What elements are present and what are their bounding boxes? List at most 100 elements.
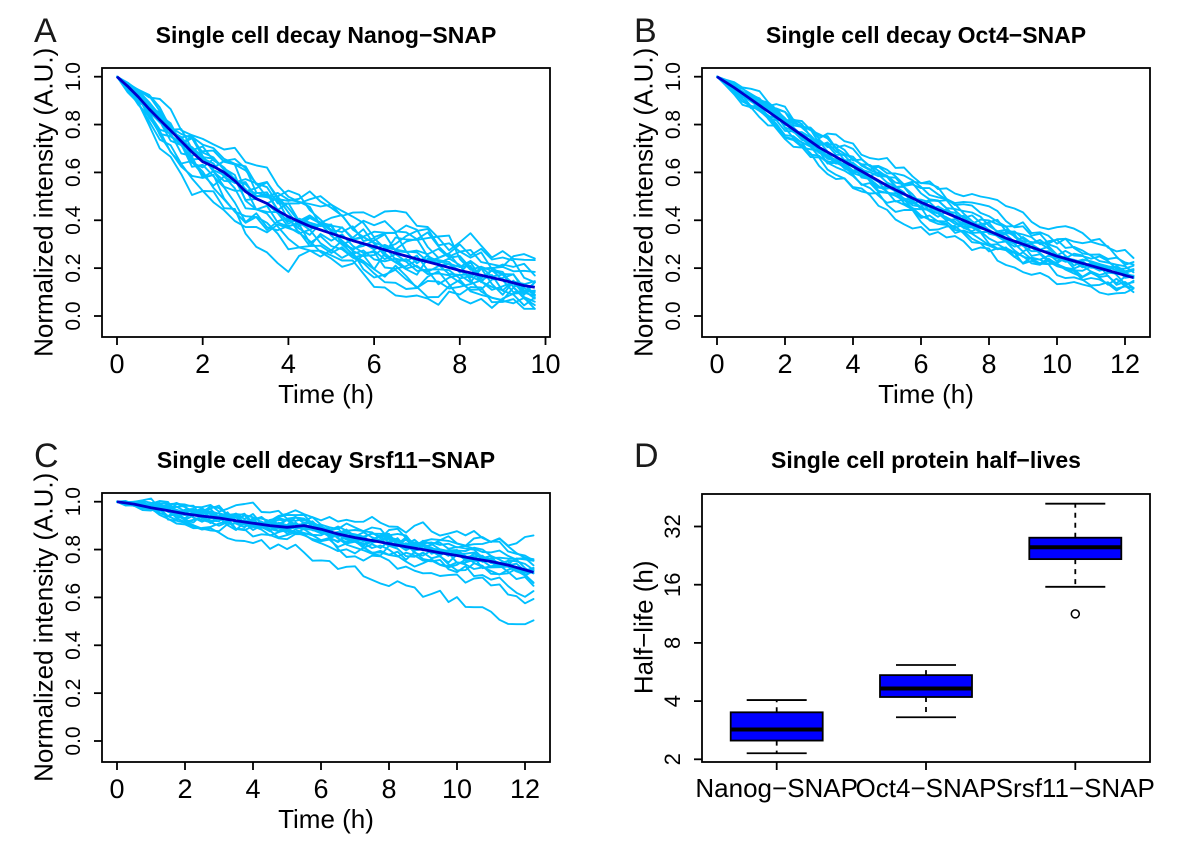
y-axis-ticks: 2 4 8 16 32 [660,514,702,765]
x-tick-label: 0 [109,349,124,379]
x-tick-label: 0 [109,774,124,804]
x-tick-label: 10 [1042,349,1072,379]
x-tick-label: 4 [845,349,860,379]
x-tick-label: 4 [281,349,296,379]
y-tick-label: 0.2 [662,254,685,283]
x-tick-label: 2 [195,349,210,379]
y-tick-label: 0.8 [62,110,85,139]
x-tick-label: 6 [913,349,928,379]
x-tick-label: 8 [452,349,467,379]
y-axis-label: Normalized intensity (A.U.) [28,472,59,782]
y-tick-label: 0.2 [62,679,85,708]
line-chart-nanog-svg: 0 2 4 6 8 10 0.0 0.2 0.4 0.6 0.8 1.0 [62,62,561,379]
y-tick-label: 16 [660,572,685,596]
cell-trace-line [716,75,1135,266]
panel-letter: A [34,12,57,50]
single-cell-traces [716,75,1135,296]
y-tick-label: 0.8 [62,535,85,564]
x-tick-label: 2 [177,774,192,804]
x-tick-label: 0 [709,349,724,379]
cell-trace-line [116,75,536,296]
y-tick-label: 0.6 [62,158,85,187]
cell-trace-line [716,75,1135,289]
y-tick-label: 1.0 [62,487,85,516]
y-tick-label: 0.0 [62,726,85,755]
mean-decay-line [116,500,534,574]
x-axis-label: Time (h) [278,379,374,409]
panel-title: Single cell decay Oct4−SNAP [765,22,1087,48]
x-tick-label: 10 [442,774,472,804]
outlier-point [1070,609,1081,619]
x-axis-label: Time (h) [878,379,974,409]
y-tick-label: 32 [660,514,685,538]
panel-b: 0 2 4 6 8 10 12 0.0 0.2 0.4 0.6 0.8 1.0 B Single cel… [600,0,1200,425]
mean-decay-line [716,75,1134,280]
y-axis-ticks: 0.0 0.2 0.4 0.6 0.8 1.0 [62,62,102,331]
cell-trace-line [116,75,536,277]
y-tick-label: 0.4 [62,205,85,235]
x-axis-ticks: 0 2 4 6 8 10 12 [709,337,1140,379]
y-tick-label: 0.6 [62,583,85,612]
line-chart-srsf11-svg: 0 2 4 6 8 10 12 0.0 0.2 0.4 0.6 0.8 1.0 [62,487,551,804]
panel-title: Single cell decay Nanog−SNAP [155,22,497,48]
y-tick-label: 0.0 [662,301,685,330]
plot-border [101,492,551,763]
panel-a: 0 2 4 6 8 10 0.0 0.2 0.4 0.6 0.8 1.0 A Single cell … [0,0,600,425]
cell-trace-line [716,75,1135,285]
y-tick-label: 2 [660,753,685,765]
y-axis-label: Half−life (h) [628,560,659,695]
y-tick-label: 0.4 [662,205,685,235]
cell-trace-line [116,75,536,294]
iqr-box [729,711,824,742]
category-label: Nanog−SNAP [695,773,858,803]
x-tick-label: 6 [313,774,328,804]
line-chart-oct4-svg: 0 2 4 6 8 10 12 0.0 0.2 0.4 0.6 0.8 1.0 [662,62,1151,379]
single-cell-traces [116,75,536,310]
cell-trace-line [716,75,1135,259]
plot-border [701,67,1151,338]
y-axis-label: Normalized intensity (A.U.) [28,47,59,357]
y-tick-label: 0.2 [62,254,85,283]
y-tick-label: 0.0 [62,301,85,330]
y-tick-label: 8 [660,637,685,649]
y-axis-label: Normalized intensity (A.U.) [628,47,659,357]
mean-decay-line [116,75,536,289]
panel-d: Nanog−SNAP Oct4−SNAP Srsf11−SNAP 2 4 8 16 32 D … [600,425,1200,849]
y-axis-ticks: 0.0 0.2 0.4 0.6 0.8 1.0 [62,487,102,756]
boxplot-group [729,502,1123,755]
cell-trace-line [116,500,535,584]
panel-title: Single cell decay Srsf11−SNAP [156,447,496,473]
y-axis-ticks: 0.0 0.2 0.4 0.6 0.8 1.0 [662,62,702,331]
panel-c: 0 2 4 6 8 10 12 0.0 0.2 0.4 0.6 0.8 1.0 C Single cel… [0,425,600,849]
cell-trace-line [116,500,535,626]
cell-trace-line [116,500,535,577]
y-tick-label: 0.6 [662,158,685,187]
x-tick-label: 2 [777,349,792,379]
panel-letter: B [634,12,657,50]
category-label: Srsf11−SNAP [996,773,1155,803]
panel-letter: D [634,437,659,475]
y-tick-label: 0.8 [662,110,685,139]
y-tick-label: 0.4 [62,630,85,660]
x-tick-label: 12 [1110,349,1140,379]
iqr-box [879,674,973,698]
x-tick-label: 12 [510,774,540,804]
panel-title: Single cell protein half−lives [771,447,1081,473]
cell-trace-line [716,75,1135,296]
category-label: Oct4−SNAP [856,773,997,803]
single-cell-traces [116,497,535,626]
x-tick-label: 4 [245,774,260,804]
x-axis-ticks: 0 2 4 6 8 10 [109,337,561,379]
cell-trace-line [116,75,536,294]
plot-border [101,67,551,338]
cell-trace-line [116,75,536,310]
y-tick-label: 1.0 [62,62,85,91]
x-tick-label: 8 [981,349,996,379]
panel-letter: C [34,437,59,475]
cell-trace-line [716,75,1135,274]
y-tick-label: 4 [660,695,685,707]
x-axis-label: Time (h) [278,804,374,834]
x-tick-label: 10 [530,349,560,379]
